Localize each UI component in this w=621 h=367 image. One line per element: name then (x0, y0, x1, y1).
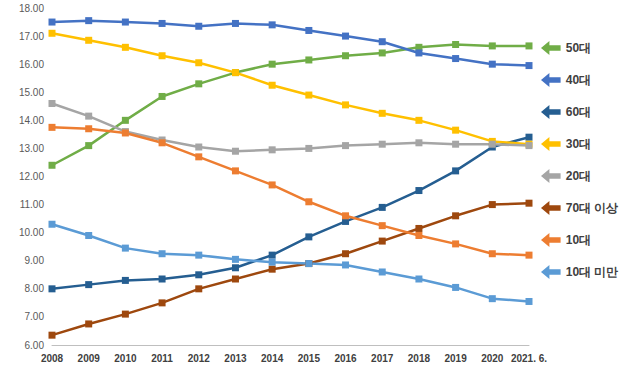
svg-text:10대: 10대 (566, 233, 591, 247)
svg-text:2008: 2008 (41, 353, 64, 364)
svg-text:2019: 2019 (444, 353, 467, 364)
svg-text:10.00: 10.00 (19, 227, 44, 238)
svg-text:2017: 2017 (371, 353, 394, 364)
svg-text:15.00: 15.00 (19, 87, 44, 98)
svg-text:7.00: 7.00 (25, 311, 45, 322)
svg-text:2013: 2013 (224, 353, 247, 364)
svg-text:2020: 2020 (481, 353, 504, 364)
svg-text:2021. 6.: 2021. 6. (511, 353, 547, 364)
svg-text:2018: 2018 (408, 353, 431, 364)
svg-text:18.00: 18.00 (19, 3, 44, 14)
svg-text:16.00: 16.00 (19, 59, 44, 70)
svg-text:2014: 2014 (261, 353, 284, 364)
svg-text:2016: 2016 (334, 353, 357, 364)
svg-text:30대: 30대 (566, 137, 591, 151)
svg-text:2015: 2015 (298, 353, 321, 364)
svg-text:2012: 2012 (188, 353, 211, 364)
svg-text:20대: 20대 (566, 169, 591, 183)
svg-text:13.00: 13.00 (19, 143, 44, 154)
svg-text:2010: 2010 (114, 353, 137, 364)
svg-text:17.00: 17.00 (19, 31, 44, 42)
svg-text:12.00: 12.00 (19, 171, 44, 182)
svg-text:9.00: 9.00 (25, 255, 45, 266)
svg-text:2011: 2011 (151, 353, 173, 364)
svg-text:60대: 60대 (566, 105, 591, 119)
svg-text:70대 이상: 70대 이상 (566, 201, 619, 215)
svg-text:8.00: 8.00 (25, 283, 45, 294)
svg-text:40대: 40대 (566, 73, 591, 87)
svg-text:10대 미만: 10대 미만 (566, 265, 619, 279)
svg-text:11.00: 11.00 (20, 199, 45, 210)
svg-text:50대: 50대 (566, 41, 591, 55)
svg-text:2009: 2009 (78, 353, 101, 364)
svg-text:14.00: 14.00 (19, 115, 44, 126)
svg-text:6.00: 6.00 (25, 340, 45, 351)
